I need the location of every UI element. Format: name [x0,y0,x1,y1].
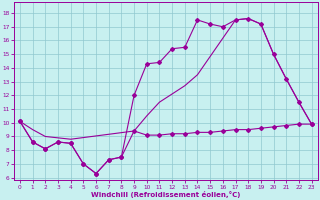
X-axis label: Windchill (Refroidissement éolien,°C): Windchill (Refroidissement éolien,°C) [91,191,240,198]
